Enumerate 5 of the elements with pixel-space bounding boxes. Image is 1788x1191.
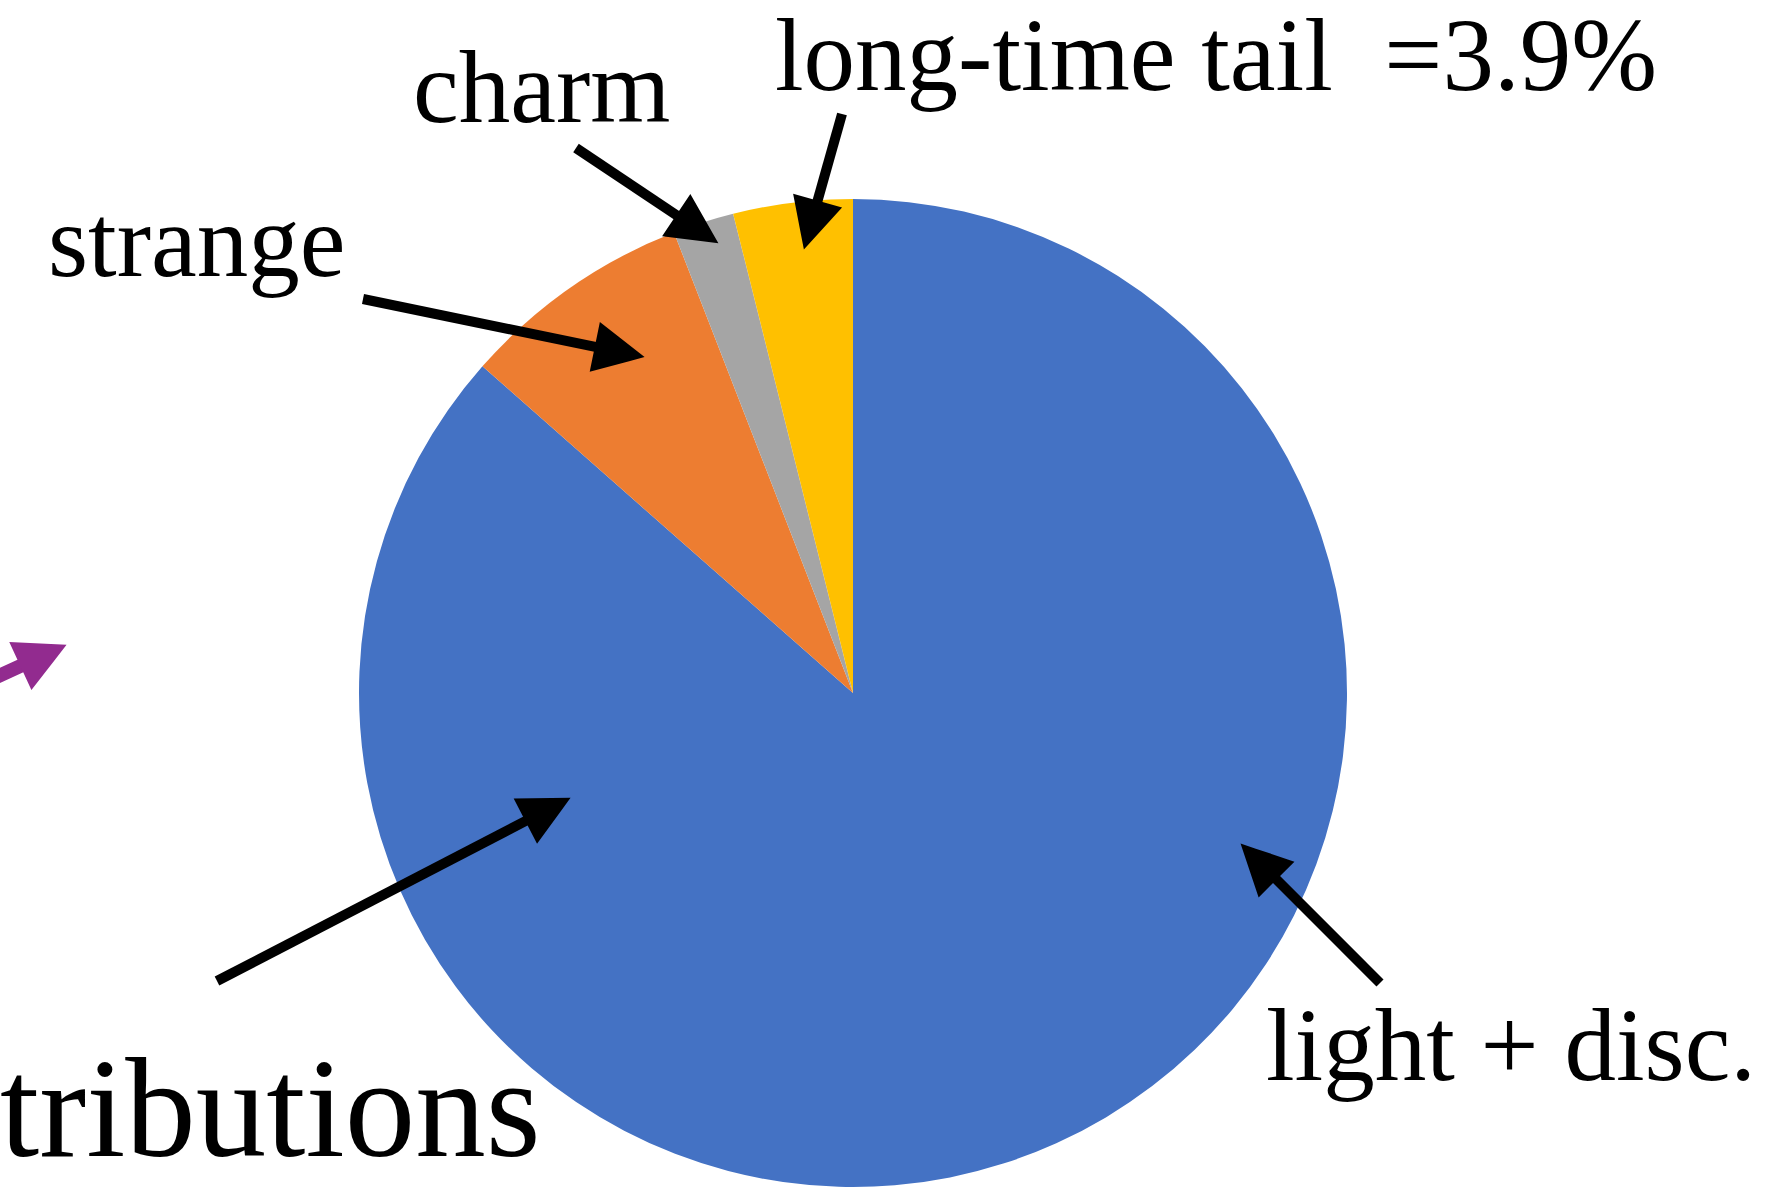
slice-label: strange — [48, 184, 346, 298]
slice-label: light + disc. — [1266, 988, 1757, 1102]
slice-label: long-time tail =3.9% — [775, 0, 1657, 112]
text: tributions — [0, 1030, 541, 1186]
slice-label: charm — [413, 30, 671, 144]
